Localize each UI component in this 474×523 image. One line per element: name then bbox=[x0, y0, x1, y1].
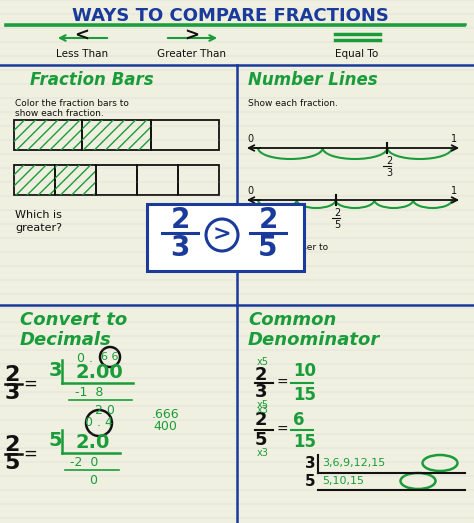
Text: Decimals: Decimals bbox=[20, 331, 112, 349]
Text: 2: 2 bbox=[4, 365, 20, 385]
Bar bbox=[55, 165, 96, 195]
Text: Denominator: Denominator bbox=[248, 331, 380, 349]
Text: 5: 5 bbox=[305, 473, 315, 488]
Text: Number Lines: Number Lines bbox=[248, 71, 378, 89]
Text: 3: 3 bbox=[48, 360, 62, 380]
Text: 15: 15 bbox=[293, 433, 316, 451]
Text: 5,10,15: 5,10,15 bbox=[322, 476, 364, 486]
Text: 10: 10 bbox=[293, 362, 316, 380]
Text: 2.00: 2.00 bbox=[75, 362, 123, 381]
Text: 0 .: 0 . bbox=[77, 351, 93, 365]
Text: Show each fraction.: Show each fraction. bbox=[248, 98, 338, 108]
Text: 2.0: 2.0 bbox=[76, 433, 110, 451]
Bar bbox=[14, 120, 82, 150]
Text: -2  0: -2 0 bbox=[70, 457, 99, 470]
Bar bbox=[178, 165, 219, 195]
Text: greater?: greater? bbox=[15, 223, 62, 233]
Text: 0: 0 bbox=[247, 134, 253, 144]
Text: 5: 5 bbox=[255, 431, 267, 449]
Text: 3: 3 bbox=[386, 168, 392, 178]
Text: 6 6: 6 6 bbox=[101, 352, 119, 362]
Bar bbox=[96, 165, 137, 195]
Text: 3: 3 bbox=[170, 234, 190, 262]
Text: Common: Common bbox=[248, 311, 337, 329]
Text: show each fraction.: show each fraction. bbox=[15, 108, 104, 118]
Text: >: > bbox=[184, 27, 200, 45]
Text: 15: 15 bbox=[293, 386, 316, 404]
Text: 0: 0 bbox=[89, 473, 97, 486]
Text: Equal To: Equal To bbox=[336, 49, 379, 59]
Text: =: = bbox=[23, 445, 37, 463]
Bar bbox=[14, 120, 82, 150]
Text: 2: 2 bbox=[255, 366, 267, 384]
Text: 3: 3 bbox=[255, 383, 267, 401]
Bar bbox=[55, 165, 96, 195]
Text: 2: 2 bbox=[255, 411, 267, 429]
Text: Which is: Which is bbox=[15, 210, 62, 220]
Text: >: > bbox=[213, 225, 231, 245]
Text: 3: 3 bbox=[305, 456, 315, 471]
Text: 1: 1 bbox=[451, 186, 457, 196]
Text: 2: 2 bbox=[170, 206, 190, 234]
Text: 2: 2 bbox=[258, 206, 278, 234]
Text: 6: 6 bbox=[293, 411, 304, 429]
Text: 0 . 4: 0 . 4 bbox=[85, 416, 113, 429]
Text: =: = bbox=[23, 375, 37, 393]
Text: 5: 5 bbox=[48, 430, 62, 449]
Text: x3: x3 bbox=[257, 405, 269, 415]
Text: 2 0: 2 0 bbox=[95, 404, 115, 416]
Text: Color the fraction bars to: Color the fraction bars to bbox=[15, 98, 129, 108]
Bar bbox=[14, 165, 55, 195]
Bar bbox=[151, 120, 219, 150]
Text: 3,6,9,12,15: 3,6,9,12,15 bbox=[322, 458, 385, 468]
Text: Less Than: Less Than bbox=[56, 49, 108, 59]
Text: Convert to: Convert to bbox=[20, 311, 127, 329]
Text: -1  8: -1 8 bbox=[75, 386, 103, 400]
Text: 5: 5 bbox=[258, 234, 278, 262]
Text: x5: x5 bbox=[257, 400, 269, 410]
Text: =: = bbox=[277, 376, 289, 390]
Text: 2: 2 bbox=[335, 208, 341, 218]
Text: 3: 3 bbox=[4, 383, 20, 403]
Bar bbox=[82, 120, 151, 150]
Text: .666: .666 bbox=[151, 408, 179, 422]
Text: 2: 2 bbox=[4, 435, 20, 455]
Text: 5: 5 bbox=[4, 453, 20, 473]
Bar bbox=[82, 120, 151, 150]
Bar bbox=[14, 165, 55, 195]
Text: x3: x3 bbox=[257, 448, 269, 458]
Text: x5: x5 bbox=[257, 357, 269, 367]
Text: =: = bbox=[277, 423, 289, 437]
Text: WAYS TO COMPARE FRACTIONS: WAYS TO COMPARE FRACTIONS bbox=[72, 7, 388, 25]
Text: Greater Than: Greater Than bbox=[157, 49, 227, 59]
Text: 2: 2 bbox=[386, 156, 392, 166]
Text: 1? 0?: 1? 0? bbox=[248, 256, 272, 265]
Bar bbox=[137, 165, 178, 195]
Text: <: < bbox=[74, 27, 90, 45]
Text: 5: 5 bbox=[335, 220, 341, 230]
Text: Fraction Bars: Fraction Bars bbox=[30, 71, 154, 89]
Text: Which is closer to: Which is closer to bbox=[248, 244, 328, 253]
FancyBboxPatch shape bbox=[147, 204, 304, 271]
Text: 1: 1 bbox=[451, 134, 457, 144]
Text: 0: 0 bbox=[247, 186, 253, 196]
Text: 400: 400 bbox=[153, 420, 177, 434]
